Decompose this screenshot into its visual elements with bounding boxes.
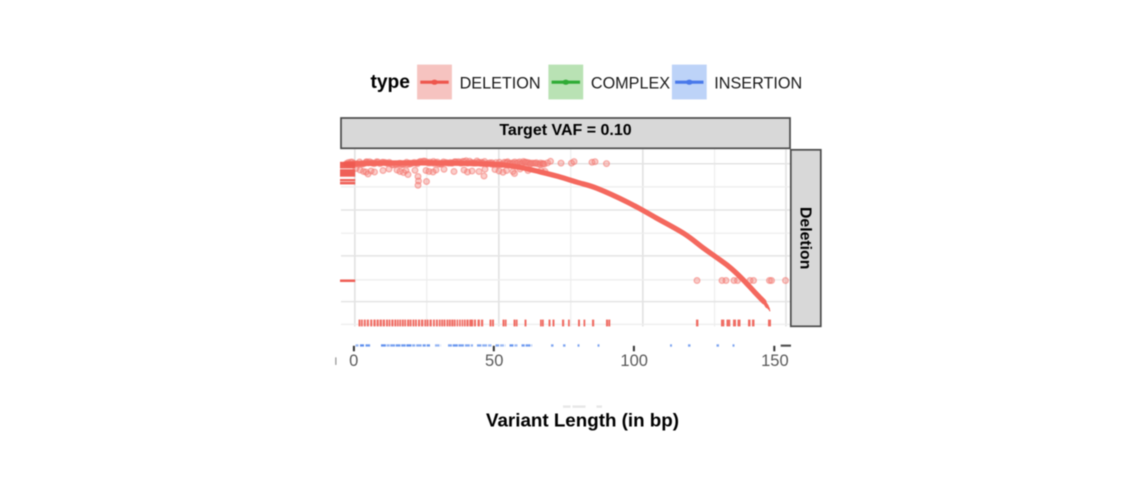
svg-text:INSERTION: INSERTION [714,75,802,93]
svg-text:100: 100 [620,352,648,370]
svg-text:type: type [371,72,411,93]
svg-text:0: 0 [349,352,358,370]
svg-text:DELETION: DELETION [460,75,541,93]
svg-text:Deletion: Deletion [796,207,813,269]
svg-text:150: 150 [761,352,789,370]
svg-text:50: 50 [485,352,503,370]
svg-text:COMPLEX: COMPLEX [591,75,670,93]
svg-text:Target VAF = 0.10: Target VAF = 0.10 [499,122,631,139]
svg-text:Variant Length (in bp): Variant Length (in bp) [486,410,679,431]
